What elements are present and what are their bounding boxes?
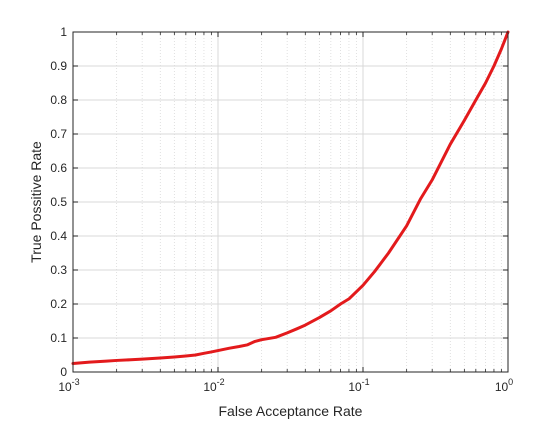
y-tick-label: 0.4 — [50, 229, 67, 243]
y-tick-label: 0.8 — [50, 93, 67, 107]
series-line — [71, 30, 510, 365]
x-tick-label: 100 — [495, 377, 513, 394]
y-tick-label: 0.3 — [50, 263, 67, 277]
x-tick-label: 10-2 — [203, 377, 224, 394]
y-tick-label: 0.6 — [50, 161, 67, 175]
series-layer — [71, 30, 510, 365]
y-tick-label: 0.1 — [50, 331, 67, 345]
y-tick-label: 0.2 — [50, 297, 67, 311]
tick-layer — [72, 31, 509, 373]
y-axis-label: True Possitive Rate — [28, 141, 44, 263]
tick-label-layer: 10-3 10-2 10-1 100 0 0.1 0.2 0.3 0.4 0.5 0.6 0.7 0.8… — [50, 25, 513, 394]
x-tick-label: 10-3 — [58, 377, 79, 394]
y-tick-label: 0.5 — [50, 195, 67, 209]
y-tick-label: 0.7 — [50, 127, 67, 141]
y-tick-label: 0.9 — [50, 59, 67, 73]
y-tick-label: 0 — [60, 365, 67, 379]
y-tick-label: 1 — [60, 25, 67, 39]
x-axis-label: False Acceptance Rate — [219, 403, 363, 419]
x-tick-label: 10-1 — [348, 377, 369, 394]
